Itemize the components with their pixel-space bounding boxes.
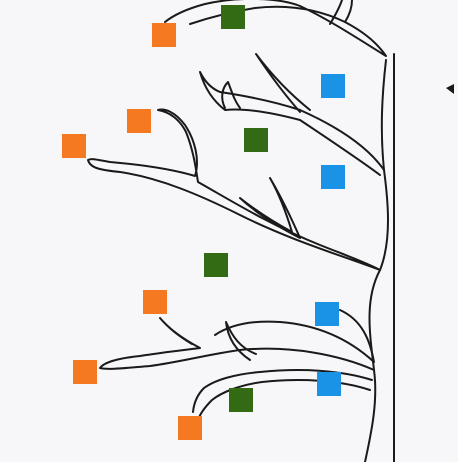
- orange-marker-5: [73, 360, 97, 384]
- green-marker-1: [221, 5, 245, 29]
- blue-marker-2: [321, 165, 345, 189]
- upper-v-branch: [199, 71, 385, 176]
- lower-curl: [225, 321, 257, 361]
- blue-marker-3: [315, 302, 339, 326]
- top-twig: [329, 0, 353, 25]
- orange-marker-6: [178, 416, 202, 440]
- lower-branch: [99, 309, 375, 371]
- orange-marker-1: [152, 23, 176, 47]
- right-arrow-icon: [446, 84, 454, 94]
- tree-outline: [87, 0, 395, 462]
- green-marker-2: [244, 128, 268, 152]
- top-branch: [164, 0, 387, 57]
- orange-marker-4: [143, 290, 167, 314]
- orange-marker-2: [127, 109, 151, 133]
- blue-marker-1: [321, 74, 345, 98]
- trunk-left-edge: [364, 59, 389, 462]
- middle-branch: [87, 108, 381, 271]
- markers-layer: [62, 5, 345, 440]
- green-marker-4: [229, 388, 253, 412]
- blue-marker-4: [317, 372, 341, 396]
- bottom-branch: [192, 369, 373, 421]
- orange-marker-3: [62, 134, 86, 158]
- upper-v-curl: [221, 81, 241, 109]
- middle-fork: [239, 177, 301, 239]
- green-marker-3: [204, 253, 228, 277]
- upper-v-fork: [255, 53, 311, 113]
